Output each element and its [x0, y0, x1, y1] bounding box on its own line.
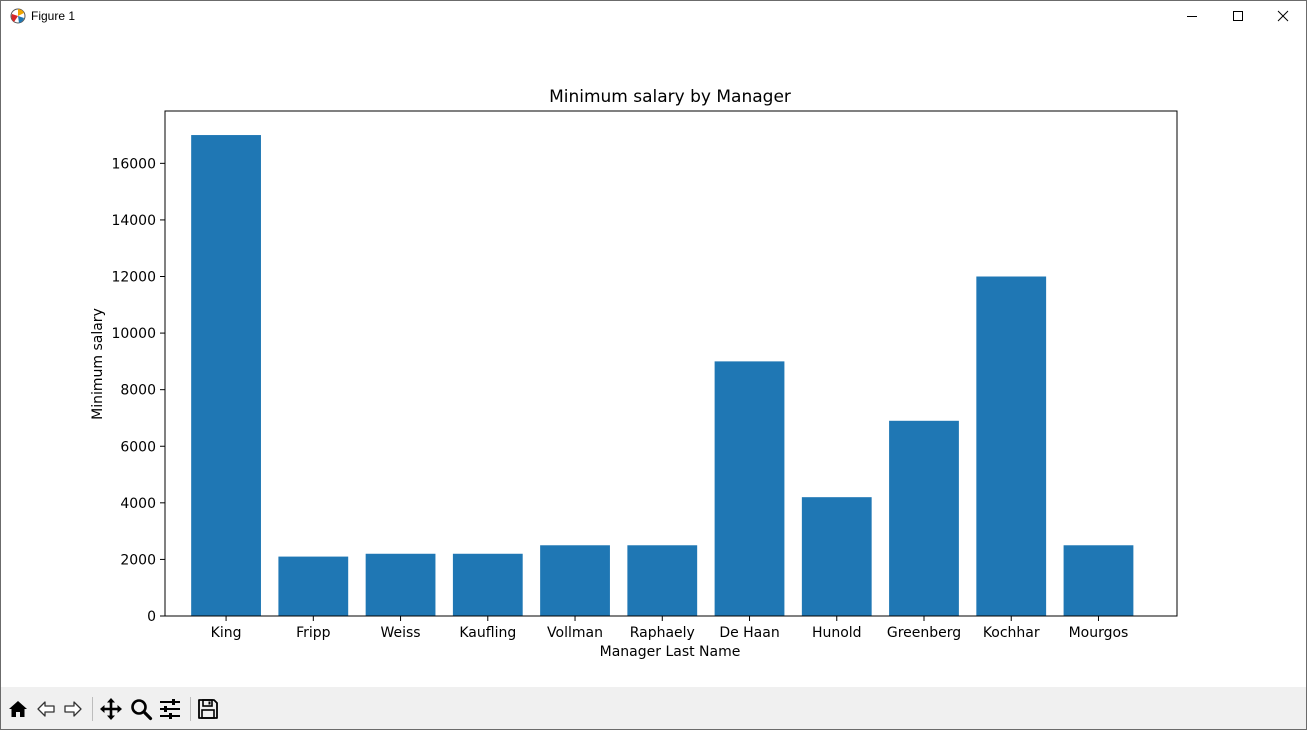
bar-kochhar [976, 276, 1047, 616]
x-tick-label: Fripp [296, 625, 331, 641]
navigation-toolbar [1, 687, 1306, 729]
title-bar[interactable]: Figure 1 [1, 1, 1306, 31]
matplotlib-icon [9, 7, 27, 25]
bar-vollman [540, 545, 610, 616]
x-tick-label: Hunold [812, 625, 862, 641]
x-tick-label: Mourgos [1069, 625, 1129, 641]
x-tick-label: Raphaely [630, 625, 695, 641]
y-tick-label: 10000 [111, 326, 156, 342]
bar-mourgos [1063, 545, 1134, 616]
bar-fripp [278, 556, 349, 616]
bar-weiss [365, 553, 436, 616]
x-tick-label: King [211, 625, 242, 641]
magnifier-icon [131, 699, 153, 721]
configure-subplots-button[interactable] [158, 697, 182, 721]
close-icon [1277, 10, 1289, 22]
zoom-button[interactable] [129, 697, 153, 721]
x-axis-label: Manager Last Name [600, 644, 741, 660]
y-axis-label: Minimum salary [90, 308, 106, 420]
window-title: Figure 1 [31, 9, 76, 23]
maximize-button[interactable] [1215, 1, 1261, 31]
minimize-button[interactable] [1169, 1, 1215, 31]
x-tick-label: Kaufling [459, 625, 516, 641]
y-tick-label: 0 [147, 609, 156, 625]
plot-frame [164, 110, 1178, 617]
arrow-left-icon [37, 701, 55, 717]
bar-chart: Minimum salary by Manager 0 2000 4000 6000 8… [90, 87, 1178, 660]
x-tick-label: Kochhar [983, 625, 1040, 641]
y-tick-label: 6000 [120, 439, 156, 455]
arrow-right-icon [64, 701, 82, 717]
forward-button[interactable] [61, 697, 85, 721]
bar-hunold [801, 497, 872, 616]
y-tick-label: 8000 [120, 383, 156, 399]
close-button[interactable] [1260, 1, 1306, 31]
home-button[interactable] [6, 697, 30, 721]
x-tick-label: Greenberg [887, 625, 961, 641]
bar-kaufling [452, 553, 523, 616]
figure-canvas[interactable]: Minimum salary by Manager 0 2000 4000 6000 8… [1, 31, 1306, 686]
maximize-icon [1233, 11, 1243, 21]
back-button[interactable] [34, 697, 58, 721]
y-tick-label: 2000 [120, 552, 156, 568]
toolbar-separator [190, 697, 191, 721]
save-button[interactable] [196, 697, 220, 721]
bar-raphaely [627, 545, 698, 616]
x-tick-label: Weiss [380, 625, 420, 641]
bar-greenberg [889, 420, 959, 616]
chart-title: Minimum salary by Manager [549, 87, 791, 107]
sliders-icon [160, 699, 180, 719]
y-tick-label: 12000 [111, 270, 156, 286]
floppy-disk-icon [198, 699, 218, 719]
y-tick-label: 14000 [111, 213, 156, 229]
minimize-icon [1187, 16, 1197, 17]
x-tick-label: De Haan [719, 625, 779, 641]
y-tick-label: 16000 [111, 156, 156, 172]
x-tick-label: Vollman [547, 625, 603, 641]
bar-king [191, 135, 261, 617]
move-icon [100, 698, 122, 720]
home-icon [9, 701, 27, 717]
pan-button[interactable] [99, 697, 123, 721]
y-tick-label: 4000 [120, 496, 156, 512]
toolbar-separator [92, 697, 93, 721]
bar-de-haan [714, 361, 785, 616]
